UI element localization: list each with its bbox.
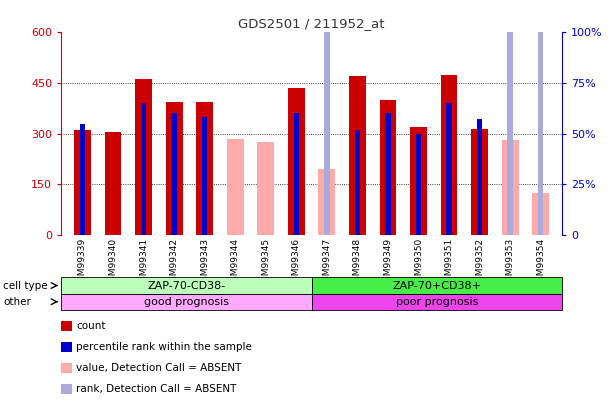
Text: poor prognosis: poor prognosis [396, 297, 478, 307]
Bar [416, 134, 422, 235]
Text: value, Detection Call = ABSENT: value, Detection Call = ABSENT [76, 363, 242, 373]
Text: ZAP-70+CD38+: ZAP-70+CD38+ [392, 281, 481, 290]
Bar [410, 127, 427, 235]
Text: cell type: cell type [3, 281, 48, 290]
Bar [294, 113, 299, 235]
Bar [288, 88, 305, 235]
Text: ZAP-70-CD38-: ZAP-70-CD38- [147, 281, 225, 290]
Bar [166, 102, 183, 235]
Bar [538, 0, 544, 235]
Bar [61, 294, 312, 310]
Text: other: other [3, 297, 31, 307]
Bar [318, 169, 335, 235]
Bar [508, 0, 513, 235]
Bar [171, 113, 177, 235]
Bar [441, 75, 458, 235]
Bar [257, 142, 274, 235]
Bar [79, 124, 86, 235]
Bar [227, 139, 244, 235]
Text: good prognosis: good prognosis [144, 297, 229, 307]
Bar [446, 103, 452, 235]
Bar [324, 134, 330, 235]
Bar [386, 113, 391, 235]
Bar [312, 277, 562, 294]
Title: GDS2501 / 211952_at: GDS2501 / 211952_at [238, 17, 385, 30]
Bar [349, 76, 366, 235]
Bar [532, 193, 549, 235]
Bar [196, 102, 213, 235]
Bar [141, 103, 147, 235]
Text: count: count [76, 321, 106, 331]
Bar [104, 132, 122, 235]
Bar [312, 294, 562, 310]
Bar [471, 129, 488, 235]
Bar [324, 0, 330, 235]
Text: rank, Detection Call = ABSENT: rank, Detection Call = ABSENT [76, 384, 236, 394]
Bar [355, 130, 360, 235]
Bar [74, 130, 91, 235]
Bar [135, 79, 152, 235]
Text: percentile rank within the sample: percentile rank within the sample [76, 342, 252, 352]
Bar [202, 117, 207, 235]
Bar [502, 141, 519, 235]
Bar [61, 277, 312, 294]
Bar [379, 100, 397, 235]
Bar [477, 119, 483, 235]
